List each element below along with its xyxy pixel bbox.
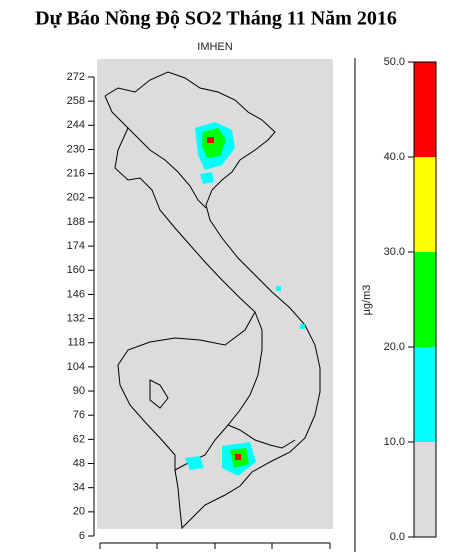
legend-frame — [413, 61, 437, 538]
patch — [276, 286, 281, 291]
patch — [300, 324, 305, 329]
legend-band — [414, 347, 436, 442]
legend-tick-label: 0.0 — [390, 531, 405, 543]
map-borders — [104, 71, 321, 530]
y-tick-label: 48 — [73, 457, 85, 469]
legend-band — [414, 252, 436, 347]
y-tick-label: 20 — [73, 506, 85, 518]
y-tick-label: 6 — [79, 530, 85, 542]
legend-tick-label: 20.0 — [384, 341, 405, 353]
y-tick-label: 160 — [67, 264, 85, 276]
legend-unit: µg/m3 — [361, 285, 373, 316]
legend-band — [414, 442, 436, 537]
legend-tick-label: 50.0 — [384, 56, 405, 68]
y-tick-label: 216 — [67, 168, 85, 180]
y-tick-label: 118 — [67, 337, 85, 349]
legend-tick-label: 30.0 — [384, 246, 405, 258]
patch — [235, 454, 241, 460]
subtitle: IMHEN — [197, 41, 233, 53]
y-tick-label: 34 — [73, 482, 85, 494]
patch — [185, 456, 204, 470]
patch — [207, 137, 214, 143]
y-tick-label: 202 — [67, 192, 85, 204]
y-tick-label: 104 — [67, 361, 85, 373]
y-tick-label: 146 — [67, 288, 85, 300]
y-tick-label: 272 — [67, 71, 85, 83]
legend-tick-label: 40.0 — [384, 151, 405, 163]
y-tick-label: 188 — [67, 216, 85, 228]
y-tick-label: 76 — [73, 409, 85, 421]
y-tick-label: 230 — [67, 143, 85, 155]
y-tick-label: 174 — [67, 240, 85, 252]
y-tick-label: 258 — [67, 95, 85, 107]
patch — [200, 172, 214, 184]
legend-band — [414, 62, 436, 157]
y-tick-label: 132 — [67, 312, 85, 324]
legend-band — [414, 157, 436, 252]
title: Dự Báo Nồng Độ SO2 Tháng 11 Năm 2016 — [35, 8, 397, 30]
y-tick-label: 90 — [73, 385, 85, 397]
y-tick-label: 62 — [73, 433, 85, 445]
legend-tick-label: 10.0 — [384, 436, 405, 448]
concentration-patches — [185, 122, 305, 476]
y-tick-label: 244 — [67, 119, 85, 131]
